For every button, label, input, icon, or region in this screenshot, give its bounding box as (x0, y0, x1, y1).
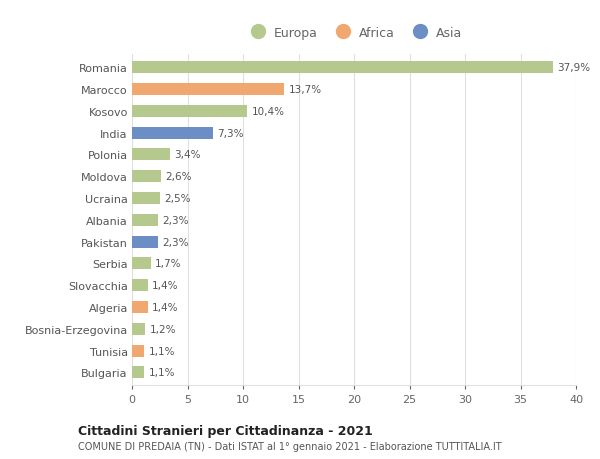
Bar (132, 214, 158, 226)
Bar (132, 258, 151, 270)
Bar (132, 62, 553, 74)
Bar (132, 345, 144, 357)
Text: 37,9%: 37,9% (557, 63, 590, 73)
Text: 2,6%: 2,6% (166, 172, 192, 182)
Bar (132, 301, 148, 313)
Text: 1,1%: 1,1% (149, 346, 175, 356)
Bar (132, 236, 158, 248)
Text: 13,7%: 13,7% (289, 85, 322, 95)
Bar (132, 171, 161, 183)
Text: 1,2%: 1,2% (150, 324, 176, 334)
Text: 1,4%: 1,4% (152, 280, 178, 291)
Bar (132, 323, 145, 335)
Bar (132, 106, 247, 118)
Legend: Europa, Africa, Asia: Europa, Africa, Asia (241, 22, 467, 45)
Bar (132, 280, 148, 291)
Text: Cittadini Stranieri per Cittadinanza - 2021: Cittadini Stranieri per Cittadinanza - 2… (78, 424, 373, 437)
Bar (132, 84, 284, 96)
Text: COMUNE DI PREDAIA (TN) - Dati ISTAT al 1° gennaio 2021 - Elaborazione TUTTITALIA: COMUNE DI PREDAIA (TN) - Dati ISTAT al 1… (78, 441, 502, 451)
Text: 1,4%: 1,4% (152, 302, 178, 312)
Text: 3,4%: 3,4% (174, 150, 200, 160)
Text: 2,5%: 2,5% (164, 194, 191, 204)
Text: 1,1%: 1,1% (149, 368, 175, 377)
Text: 1,7%: 1,7% (155, 259, 182, 269)
Bar (132, 367, 144, 379)
Bar (132, 193, 160, 205)
Text: 2,3%: 2,3% (162, 215, 188, 225)
Bar (132, 128, 213, 140)
Text: 2,3%: 2,3% (162, 237, 188, 247)
Text: 10,4%: 10,4% (252, 106, 285, 117)
Bar (132, 149, 170, 161)
Text: 7,3%: 7,3% (217, 129, 244, 138)
